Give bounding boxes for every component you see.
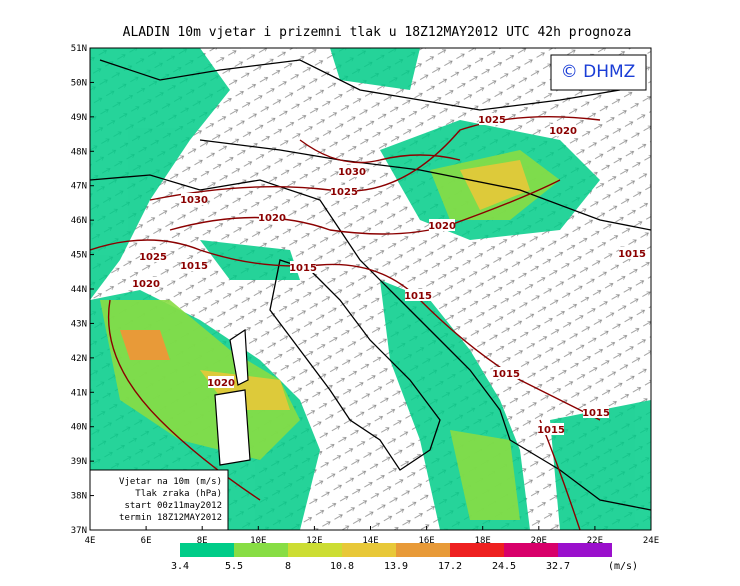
colorbar-label: 32.7 xyxy=(546,561,570,572)
isobar-label: 1020 xyxy=(207,378,235,389)
lat-label: 43N xyxy=(71,319,87,329)
isobar-label: 1020 xyxy=(549,126,577,137)
isobar-label-bg xyxy=(479,113,505,125)
lat-label: 48N xyxy=(71,147,87,157)
lat-label: 39N xyxy=(71,457,87,467)
isobar-label-bg xyxy=(133,277,159,289)
lat-label: 49N xyxy=(71,113,87,123)
lon-label: 10E xyxy=(250,536,266,546)
colorbar-box xyxy=(180,543,234,557)
info-line: Tlak zraka (hPa) xyxy=(135,489,222,499)
lon-label: 14E xyxy=(362,536,378,546)
isobar-label: 1020 xyxy=(428,221,456,232)
colorbar-box xyxy=(342,543,396,557)
isobar-label: 1030 xyxy=(338,167,366,178)
lat-label: 38N xyxy=(71,492,87,502)
copyright-box xyxy=(550,54,647,91)
lat-label: 37N xyxy=(71,526,87,536)
isobar-label-bg xyxy=(493,367,519,379)
info-box xyxy=(89,469,229,531)
colorbar-box xyxy=(234,543,288,557)
lon-label: 16E xyxy=(418,536,434,546)
isobar-label-bg xyxy=(181,259,207,271)
info-line: Vjetar na 10m (m/s) xyxy=(119,477,222,487)
colorbar-label: 3.4 xyxy=(171,561,189,572)
lon-label: 20E xyxy=(531,536,547,546)
isobar-label-bg xyxy=(550,124,576,136)
lon-label: 4E xyxy=(85,536,96,546)
lon-label: 8E xyxy=(197,536,208,546)
isobar-label-bg xyxy=(181,193,207,205)
lat-label: 40N xyxy=(71,423,87,433)
lat-label: 50N xyxy=(71,78,87,88)
colorbar-unit: (m/s) xyxy=(608,561,638,572)
map-title: ALADIN 10m vjetar i prizemni tlak u 18Z1… xyxy=(123,25,632,40)
isobar-label: 1015 xyxy=(618,249,646,260)
info-line: termin 18Z12MAY2012 xyxy=(119,513,222,523)
isobar-label-bg xyxy=(339,165,365,177)
colorbar-label: 13.9 xyxy=(384,561,408,572)
isobar-label-bg xyxy=(429,219,455,231)
colorbar-label: 17.2 xyxy=(438,561,462,572)
isobar-label: 1020 xyxy=(132,279,160,290)
colorbar-box xyxy=(288,543,342,557)
lon-label: 22E xyxy=(587,536,603,546)
colorbar-box xyxy=(396,543,450,557)
lon-label: 24E xyxy=(643,536,659,546)
isobar-label: 1015 xyxy=(180,261,208,272)
lat-label: 47N xyxy=(71,182,87,192)
colorbar-label: 10.8 xyxy=(330,561,354,572)
colorbar-label: 24.5 xyxy=(492,561,516,572)
lat-label: 46N xyxy=(71,216,87,226)
isobar-label-bg xyxy=(208,376,234,388)
isobar-label-bg xyxy=(259,211,285,223)
isobar-label: 1015 xyxy=(289,263,317,274)
isobar-label-bg xyxy=(583,406,609,418)
map-area xyxy=(90,48,651,530)
lat-label: 45N xyxy=(71,251,87,261)
isobar-label: 1015 xyxy=(537,425,565,436)
lat-label: 41N xyxy=(71,388,87,398)
colorbar-box xyxy=(450,543,504,557)
lon-label: 6E xyxy=(141,536,152,546)
info-line: start 00z11may2012 xyxy=(124,501,222,511)
isobar-label-bg xyxy=(619,247,645,259)
lon-label: 18E xyxy=(475,536,491,546)
isobar-label: 1025 xyxy=(139,252,167,263)
lat-label: 51N xyxy=(71,44,87,54)
isobar-label: 1015 xyxy=(492,369,520,380)
isobar-label: 1025 xyxy=(330,187,358,198)
copyright: © DHMZ xyxy=(561,62,636,82)
lat-label: 44N xyxy=(71,285,87,295)
colorbar-label: 5.5 xyxy=(225,561,243,572)
colorbar-box xyxy=(558,543,612,557)
colorbar-box xyxy=(504,543,558,557)
isobar-label: 1015 xyxy=(404,291,432,302)
lat-label: 42N xyxy=(71,354,87,364)
isobar-label-bg xyxy=(538,423,564,435)
isobar-label: 1020 xyxy=(258,213,286,224)
isobar-label: 1015 xyxy=(582,408,610,419)
isobar-label-bg xyxy=(140,250,166,262)
isobar-label-bg xyxy=(331,185,357,197)
isobar-label-bg xyxy=(290,261,316,273)
colorbar-label: 8 xyxy=(285,561,291,572)
isobar-label: 1030 xyxy=(180,195,208,206)
isobar-label: 1025 xyxy=(478,115,506,126)
lon-label: 12E xyxy=(306,536,322,546)
isobar-label-bg xyxy=(405,289,431,301)
